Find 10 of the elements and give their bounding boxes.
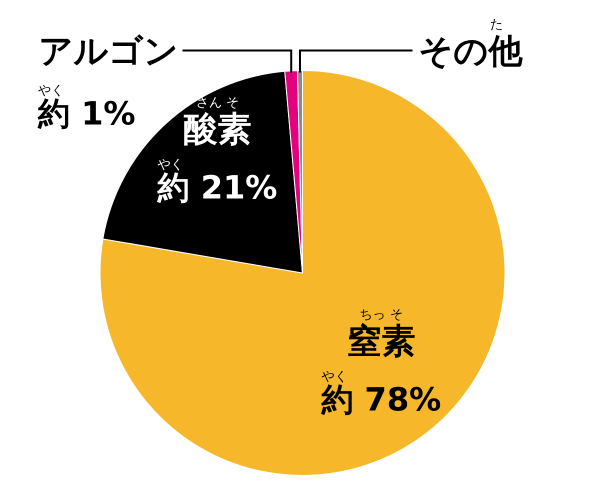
slice-label: 窒素: [347, 322, 416, 362]
text: た: [490, 18, 503, 32]
slice-label: アルゴン: [38, 32, 178, 72]
slice-label: その他: [418, 32, 524, 72]
text: やく: [158, 158, 184, 173]
text: やく: [321, 370, 348, 385]
text: ちっ そ: [360, 308, 403, 323]
text: さん そ: [196, 96, 239, 111]
slice-label: 酸素: [183, 110, 252, 150]
text: やく: [38, 84, 64, 98]
